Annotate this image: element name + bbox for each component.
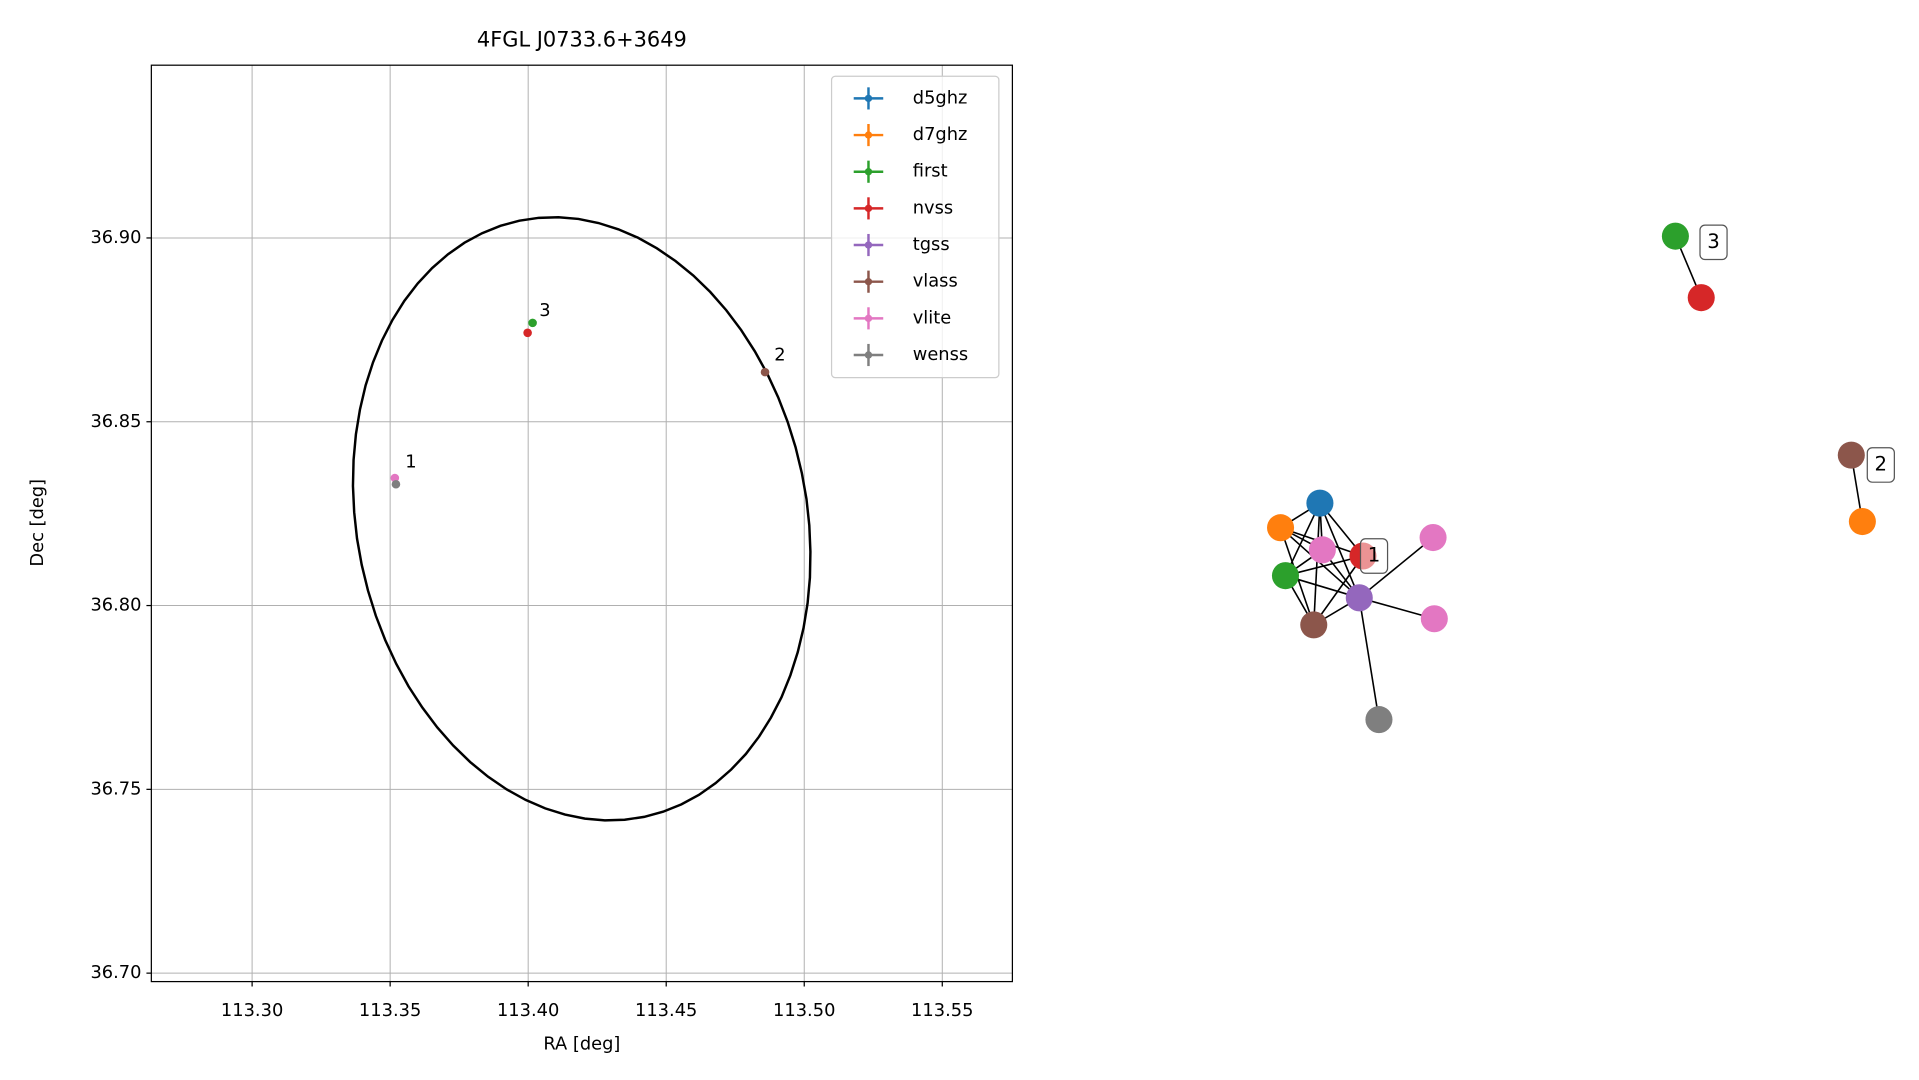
data-point [523, 328, 532, 338]
plot-frame [150, 64, 1014, 983]
graph-node [1365, 706, 1393, 734]
y-tick-label: 36.80 [90, 595, 141, 616]
graph-node [1661, 222, 1689, 250]
graph-node [1308, 536, 1336, 564]
legend-marker [864, 131, 873, 139]
graph-node [1345, 584, 1373, 612]
legend-box [830, 75, 1000, 379]
x-tick-label: 113.45 [635, 1000, 697, 1021]
legend-marker [864, 241, 873, 249]
node-label-box [1699, 224, 1728, 261]
graph-node [1271, 562, 1299, 590]
graph-edge [1358, 536, 1434, 599]
legend-label: nvss [913, 197, 953, 218]
x-tick-label: 113.50 [773, 1000, 835, 1021]
graph-node [1419, 524, 1447, 552]
annotation: 2 [774, 344, 785, 365]
x-axis-label: RA [deg] [543, 1033, 620, 1054]
node-label: 3 [1707, 230, 1720, 253]
data-point [391, 479, 401, 489]
y-tick-label: 36.75 [90, 778, 141, 799]
x-tick-label: 113.35 [359, 1000, 421, 1021]
node-label: 2 [1875, 452, 1888, 475]
graph-node [1267, 514, 1295, 542]
graph-edge [1319, 502, 1361, 599]
y-tick-label: 36.70 [90, 962, 141, 983]
legend-marker [864, 168, 873, 176]
data-point [760, 367, 770, 377]
legend-label: d7ghz [913, 124, 968, 145]
legend-marker [864, 314, 873, 323]
annotation: 3 [539, 300, 550, 321]
graph-edge [1312, 503, 1321, 625]
legend-label: d5ghz [913, 87, 968, 108]
annotation: 1 [405, 452, 416, 473]
graph-node [1420, 605, 1448, 633]
graph-node [1687, 284, 1715, 312]
x-tick-label: 113.55 [911, 1000, 973, 1021]
node-label-box [1359, 538, 1389, 574]
legend-label: first [913, 161, 948, 182]
legend-marker [864, 277, 873, 286]
plot: 113.30 113.35 113.40 113.45 113.50 113.55 36.7… [90, 64, 1014, 1021]
y-tick-label: 36.90 [90, 227, 141, 248]
graph: 1 3 2 [1267, 222, 1895, 734]
legend-label: wenss [913, 344, 968, 365]
legend-label: tgss [913, 234, 950, 255]
legend-marker [864, 204, 873, 213]
y-tick-label: 36.85 [90, 411, 141, 432]
graph-node [1300, 611, 1328, 639]
graph-node [1306, 489, 1334, 517]
graph-node [1848, 508, 1876, 536]
data-point [528, 318, 537, 328]
legend: d5ghz d7ghz first nvss tgss vlass vlite wenss [830, 75, 1000, 379]
chart-title: 4FGL J0733.6+3649 [477, 28, 687, 52]
legend-marker [864, 351, 873, 359]
legend-label: vlass [913, 271, 958, 292]
x-tick-label: 113.30 [221, 1000, 283, 1021]
node-label: 1 [1368, 543, 1381, 566]
graph-edge [1358, 597, 1380, 720]
legend-marker [864, 94, 873, 103]
node-label-box [1866, 447, 1895, 483]
y-axis-label: Dec [deg] [27, 479, 48, 567]
graph-edge [1313, 555, 1364, 626]
legend-label: vlite [913, 307, 951, 328]
graph-node [1837, 441, 1865, 469]
error-ellipse [351, 215, 812, 822]
x-tick-label: 113.40 [497, 1000, 559, 1021]
